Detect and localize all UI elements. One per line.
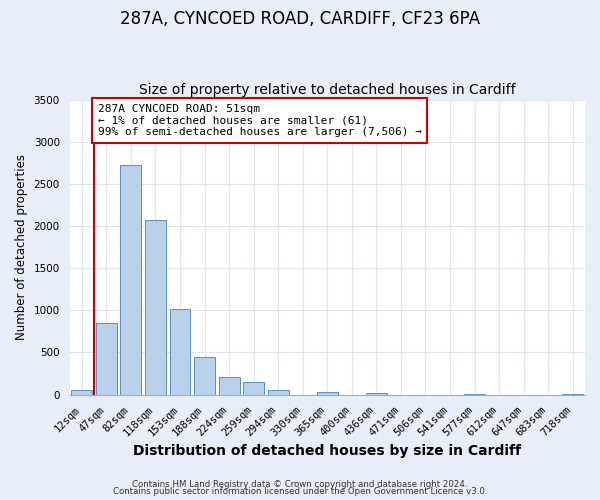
Bar xyxy=(366,393,387,394)
Text: 287A, CYNCOED ROAD, CARDIFF, CF23 6PA: 287A, CYNCOED ROAD, CARDIFF, CF23 6PA xyxy=(120,10,480,28)
Bar xyxy=(121,166,142,394)
Text: Contains HM Land Registry data © Crown copyright and database right 2024.: Contains HM Land Registry data © Crown c… xyxy=(132,480,468,489)
Bar xyxy=(96,323,117,394)
Bar xyxy=(145,220,166,394)
Bar xyxy=(194,356,215,395)
X-axis label: Distribution of detached houses by size in Cardiff: Distribution of detached houses by size … xyxy=(133,444,521,458)
Title: Size of property relative to detached houses in Cardiff: Size of property relative to detached ho… xyxy=(139,83,515,97)
Bar xyxy=(317,392,338,394)
Text: Contains public sector information licensed under the Open Government Licence v3: Contains public sector information licen… xyxy=(113,487,487,496)
Text: 287A CYNCOED ROAD: 51sqm
← 1% of detached houses are smaller (61)
99% of semi-de: 287A CYNCOED ROAD: 51sqm ← 1% of detache… xyxy=(98,104,422,137)
Bar xyxy=(71,390,92,394)
Bar xyxy=(170,310,190,394)
Bar xyxy=(268,390,289,394)
Bar xyxy=(243,382,264,394)
Bar xyxy=(218,378,239,394)
Y-axis label: Number of detached properties: Number of detached properties xyxy=(15,154,28,340)
